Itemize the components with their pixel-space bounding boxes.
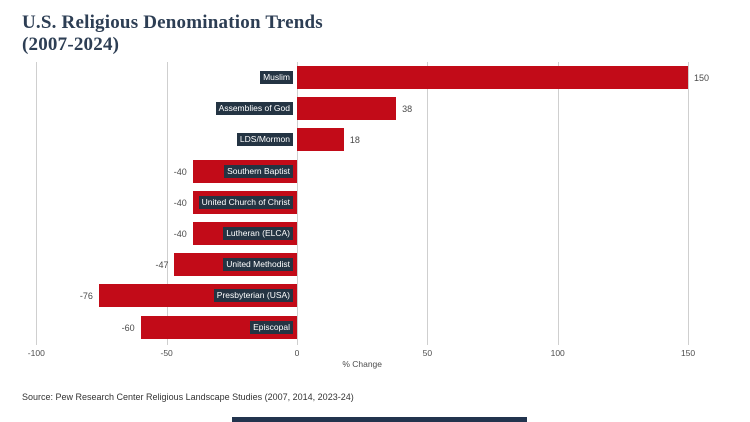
gridline	[297, 62, 298, 345]
bar	[297, 66, 689, 89]
bar-value-label: -47	[155, 260, 169, 271]
bar-category-label: Southern Baptist	[224, 164, 293, 178]
bar-category-label: United Church of Christ	[198, 195, 293, 209]
x-tick-label: -100	[27, 348, 45, 358]
gridline	[557, 62, 559, 345]
bar-value-label: -76	[79, 291, 93, 302]
x-tick-label: 50	[422, 348, 433, 358]
bar-value-label: -60	[121, 322, 135, 333]
bar-category-label: Presbyterian (USA)	[213, 289, 293, 303]
bar-category-label: Episcopal	[250, 320, 293, 334]
bar-value-label: 38	[402, 104, 413, 115]
bar-value-label: 18	[349, 135, 360, 146]
source-note: Source: Pew Research Center Religious La…	[22, 392, 354, 402]
x-tick-label: 100	[550, 348, 565, 358]
bar-value-label: -40	[173, 197, 187, 208]
chart-title-line2: (2007-2024)	[22, 34, 120, 56]
bar-value-label: 150	[694, 73, 710, 83]
bar-value-label: -40	[173, 229, 187, 239]
gridline	[166, 62, 168, 345]
bar	[297, 97, 397, 121]
chart-title-line1: U.S. Religious Denomination Trends	[22, 12, 323, 33]
bar	[297, 128, 344, 152]
bar-category-label: Muslim	[260, 71, 293, 84]
gridline	[36, 62, 38, 345]
bar-value-label: -40	[173, 166, 187, 177]
bottom-progress-bar	[232, 417, 527, 422]
x-tick-label: 0	[294, 348, 300, 358]
x-tick-label: 150	[680, 348, 696, 358]
gridline	[427, 62, 429, 345]
gridline	[688, 62, 690, 345]
chart-title: U.S. Religious Denomination Trends (2007…	[22, 12, 323, 56]
x-tick-label: -50	[160, 348, 173, 358]
bar-category-label: United Methodist	[223, 258, 293, 272]
bar-category-label: LDS/Mormon	[236, 133, 293, 147]
bar-category-label: Lutheran (ELCA)	[223, 227, 293, 240]
bar-category-label: Assemblies of God	[215, 102, 293, 116]
x-axis-title: % Change	[342, 359, 383, 369]
